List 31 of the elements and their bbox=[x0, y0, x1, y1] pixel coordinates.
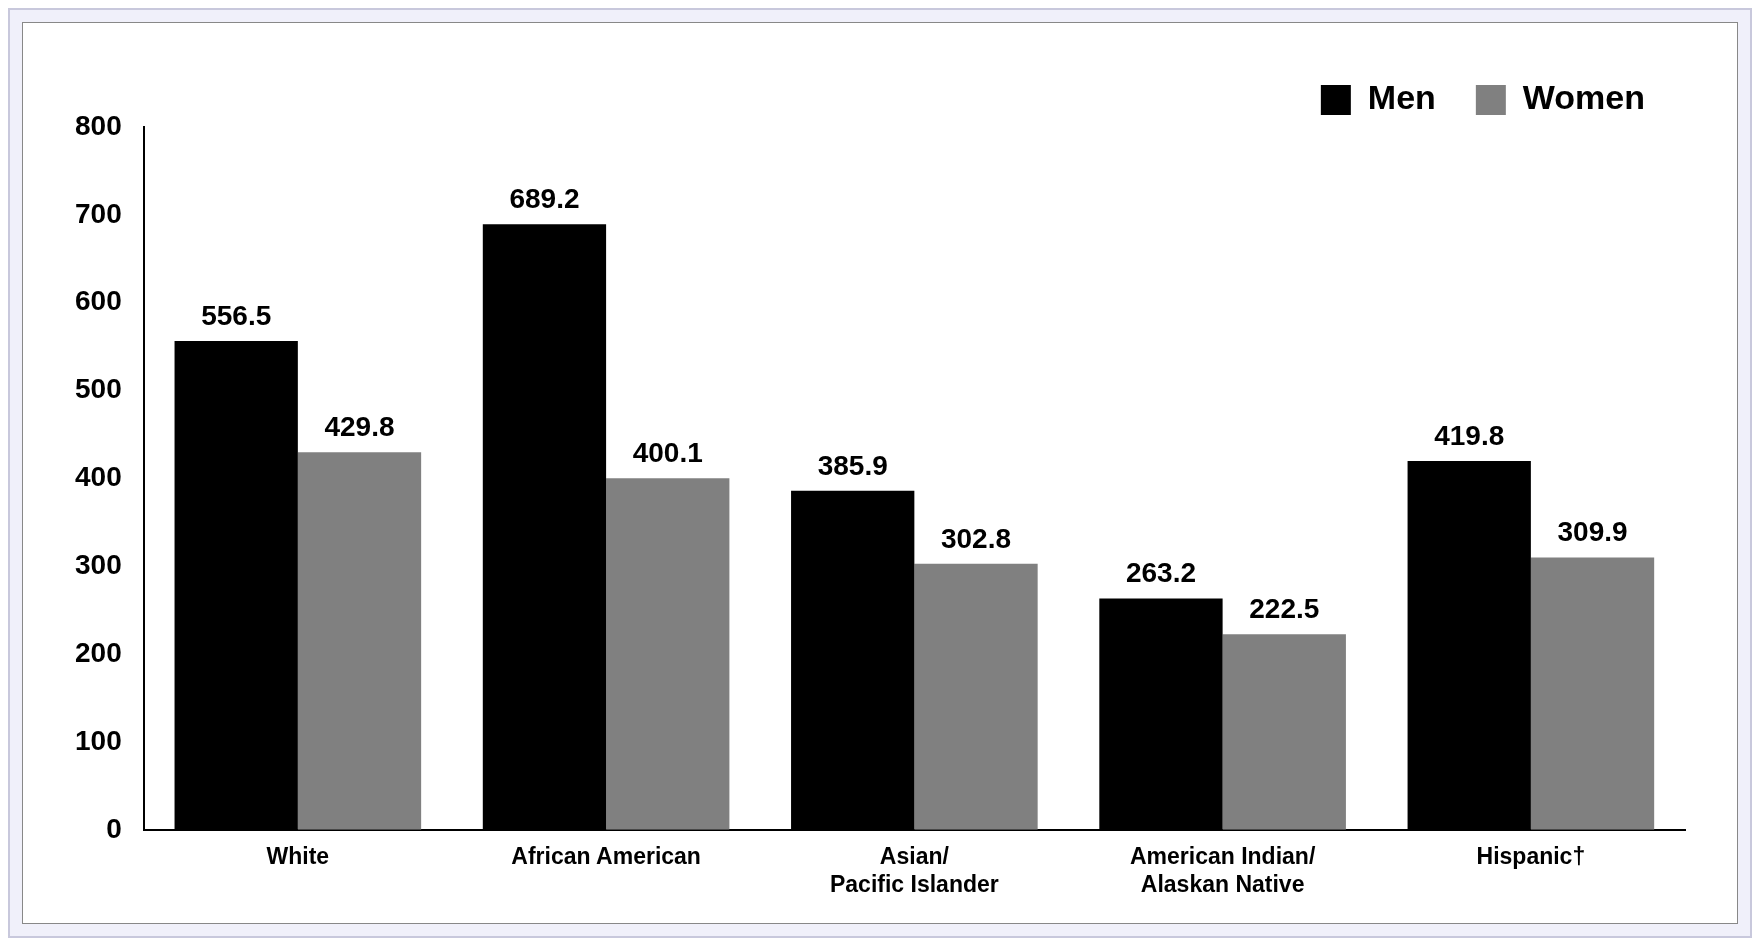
bar bbox=[1222, 634, 1346, 830]
data-label: 222.5 bbox=[1249, 593, 1320, 625]
bar bbox=[297, 452, 422, 830]
y-tick-label: 200 bbox=[75, 636, 122, 668]
x-tick-label: Hispanic† bbox=[1476, 842, 1586, 869]
data-label: 263.2 bbox=[1125, 557, 1196, 589]
x-tick-label: African American bbox=[511, 842, 701, 869]
bar bbox=[1530, 557, 1655, 830]
bar bbox=[914, 563, 1038, 830]
x-tick-label: White bbox=[266, 842, 330, 869]
y-tick-label: 600 bbox=[75, 285, 122, 317]
y-tick-label: 500 bbox=[75, 373, 122, 405]
y-tick-label: 400 bbox=[75, 461, 122, 493]
x-tick-label: American Indian/Alaskan Native bbox=[1129, 842, 1316, 897]
data-label: 385.9 bbox=[817, 449, 888, 481]
data-label: 400.1 bbox=[632, 437, 703, 469]
data-label: 689.2 bbox=[509, 183, 580, 215]
data-label: 429.8 bbox=[324, 410, 395, 442]
y-tick-label: 0 bbox=[106, 812, 122, 844]
y-tick-label: 700 bbox=[75, 197, 122, 229]
y-tick-label: 100 bbox=[75, 724, 122, 756]
x-tick-label: Asian/Pacific Islander bbox=[829, 842, 999, 897]
y-tick-label: 300 bbox=[75, 548, 122, 580]
data-label: 309.9 bbox=[1557, 516, 1628, 548]
data-label: 556.5 bbox=[201, 299, 272, 331]
bar bbox=[606, 478, 730, 830]
data-label: 419.8 bbox=[1434, 419, 1505, 451]
data-label: 302.8 bbox=[940, 522, 1012, 554]
legend-label: Women bbox=[1522, 78, 1645, 117]
y-tick-label: 800 bbox=[75, 109, 122, 141]
legend-label: Men bbox=[1367, 78, 1436, 117]
